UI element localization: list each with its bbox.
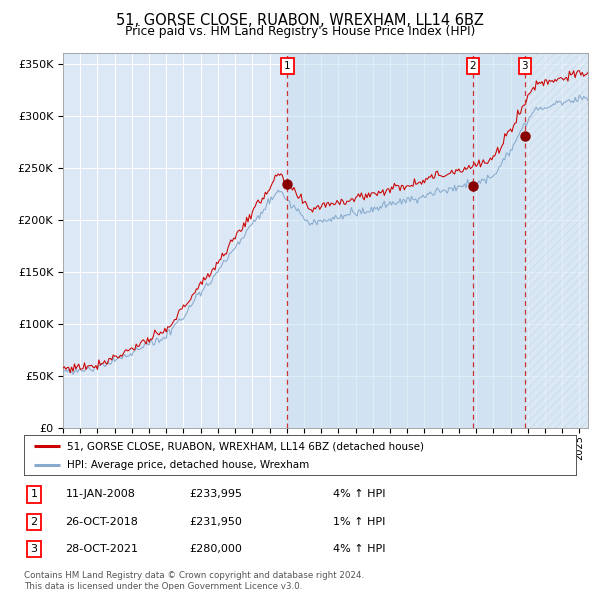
Text: 51, GORSE CLOSE, RUABON, WREXHAM, LL14 6BZ (detached house): 51, GORSE CLOSE, RUABON, WREXHAM, LL14 6… xyxy=(67,441,424,451)
Text: 3: 3 xyxy=(521,61,528,71)
Text: 2: 2 xyxy=(31,517,37,527)
Text: 28-OCT-2021: 28-OCT-2021 xyxy=(65,545,139,554)
Text: 1% ↑ HPI: 1% ↑ HPI xyxy=(333,517,385,527)
Text: £231,950: £231,950 xyxy=(190,517,242,527)
Polygon shape xyxy=(525,53,588,428)
Text: 3: 3 xyxy=(31,545,37,554)
Text: 1: 1 xyxy=(284,61,290,71)
Text: Price paid vs. HM Land Registry's House Price Index (HPI): Price paid vs. HM Land Registry's House … xyxy=(125,25,475,38)
Text: 4% ↑ HPI: 4% ↑ HPI xyxy=(333,490,386,499)
Text: £280,000: £280,000 xyxy=(190,545,242,554)
Text: 4% ↑ HPI: 4% ↑ HPI xyxy=(333,545,386,554)
Text: 2: 2 xyxy=(470,61,476,71)
Text: HPI: Average price, detached house, Wrexham: HPI: Average price, detached house, Wrex… xyxy=(67,460,310,470)
Text: 51, GORSE CLOSE, RUABON, WREXHAM, LL14 6BZ: 51, GORSE CLOSE, RUABON, WREXHAM, LL14 6… xyxy=(116,13,484,28)
Text: £233,995: £233,995 xyxy=(190,490,242,499)
Text: 11-JAN-2008: 11-JAN-2008 xyxy=(65,490,135,499)
Bar xyxy=(287,53,588,428)
Text: Contains HM Land Registry data © Crown copyright and database right 2024.
This d: Contains HM Land Registry data © Crown c… xyxy=(24,571,364,590)
Text: 1: 1 xyxy=(31,490,37,499)
Text: 26-OCT-2018: 26-OCT-2018 xyxy=(65,517,138,527)
